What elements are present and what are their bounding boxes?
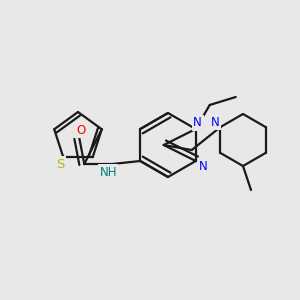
Text: S: S [56, 158, 64, 171]
Text: N: N [193, 116, 202, 130]
Text: O: O [77, 124, 86, 136]
Text: N: N [199, 160, 208, 173]
Text: NH: NH [100, 166, 117, 178]
Text: N: N [211, 116, 220, 128]
